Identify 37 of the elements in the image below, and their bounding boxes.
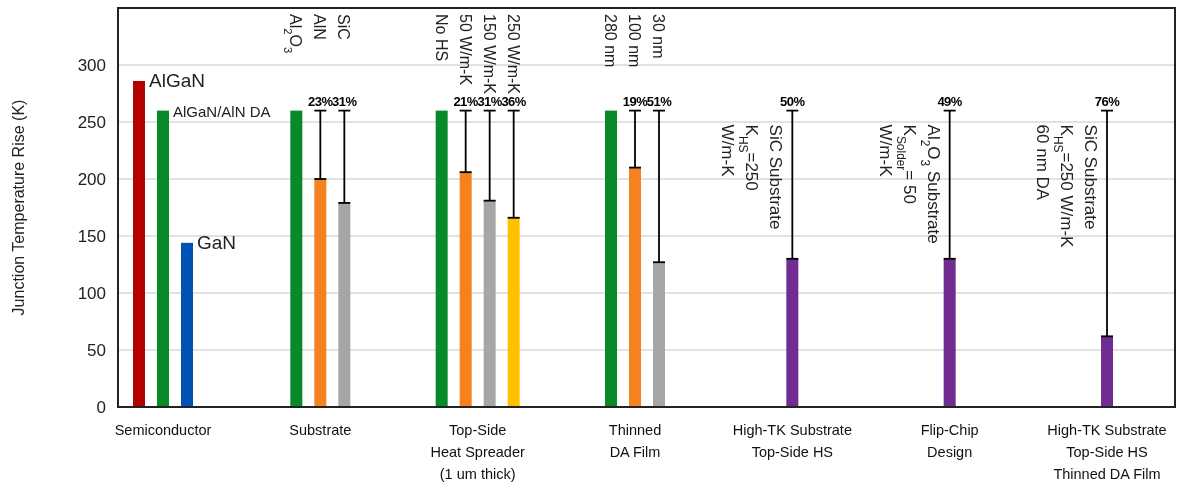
x-tick-label: High-TK Substrate Top-Side HS Thinned DA Film bbox=[1047, 422, 1167, 482]
annotation: 30 nm bbox=[650, 14, 667, 59]
annotation: 51% bbox=[646, 93, 673, 109]
y-tick-label: 250 bbox=[77, 112, 106, 132]
x-tick-label: Top-Side Heat Spreader (1 um thick) bbox=[430, 422, 525, 482]
y-tick-label: 100 bbox=[77, 283, 106, 303]
annotation: No HS bbox=[432, 14, 450, 62]
annotation: 19% bbox=[622, 93, 649, 109]
x-tick-label: Substrate bbox=[289, 422, 352, 438]
y-tick-label: 200 bbox=[77, 169, 106, 189]
annotation: 21% bbox=[453, 93, 479, 109]
y-tick-label: 0 bbox=[96, 397, 106, 417]
y-tick-label: 50 bbox=[87, 340, 106, 360]
x-tick-label: Thinned DA Film bbox=[608, 422, 662, 460]
y-tick-label: 150 bbox=[77, 226, 106, 246]
y-tick-label: 300 bbox=[77, 55, 106, 75]
x-tick-label: Semiconductor bbox=[114, 422, 212, 438]
annotation: 50 W/m-K bbox=[456, 14, 474, 86]
annotation: 31% bbox=[332, 93, 358, 109]
annotation: 100 nm bbox=[626, 14, 643, 68]
annotation: 280 nm bbox=[602, 14, 619, 68]
annotation: 50% bbox=[780, 93, 806, 109]
annotation: 36% bbox=[501, 93, 527, 109]
annotation: AlN bbox=[311, 14, 329, 40]
annotation: 76% bbox=[1094, 93, 1121, 109]
annotation: AlGaN/AlN DA bbox=[173, 102, 271, 120]
annotation: 250 W/m-K bbox=[504, 14, 522, 95]
x-tick-label: Flip-Chip Design bbox=[920, 422, 979, 460]
y-axis-title: Junction Temperature Rise (K) bbox=[10, 99, 27, 316]
annotation: GaN bbox=[197, 231, 237, 253]
annotation: 31% bbox=[477, 93, 503, 109]
x-tick-label: High-TK Substrate Top-Side HS bbox=[732, 422, 852, 460]
annotation: 23% bbox=[308, 93, 334, 109]
annotation: AlGaN bbox=[149, 69, 205, 91]
annotation: SiC bbox=[335, 14, 353, 40]
annotation: 150 W/m-K bbox=[480, 14, 498, 95]
annotation: 49% bbox=[937, 93, 963, 109]
